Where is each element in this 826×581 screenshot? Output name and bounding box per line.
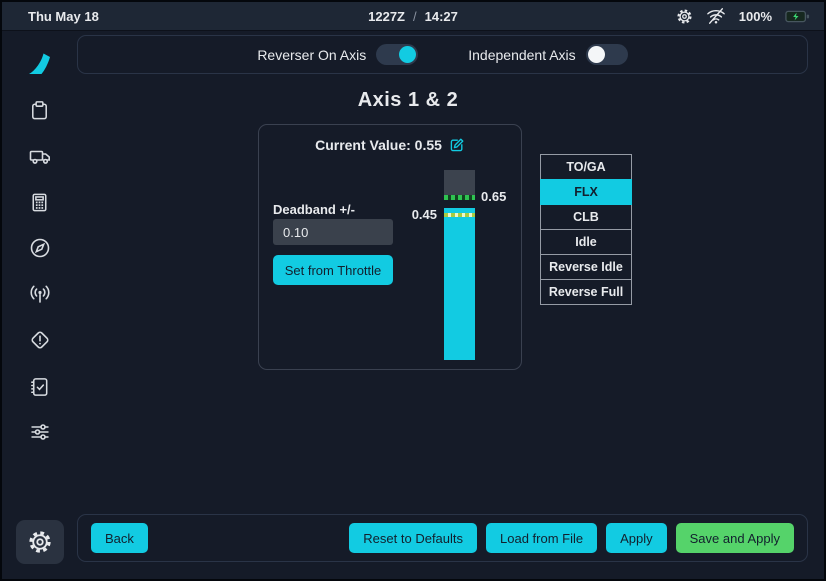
current-value: 0.55 <box>414 137 442 153</box>
lower-marker-value: 0.45 <box>411 207 437 222</box>
battery-percent: 100% <box>738 8 772 24</box>
save-and-apply-button[interactable]: Save and Apply <box>675 523 794 553</box>
detent-clb[interactable]: CLB <box>540 204 632 230</box>
deadband-input[interactable] <box>273 219 393 245</box>
action-bar: Back Reset to Defaults Load from File Ap… <box>77 514 808 562</box>
sidebar-item-performance[interactable] <box>28 179 51 225</box>
flybywire-logo[interactable] <box>27 41 53 87</box>
sidebar-item-checklists[interactable] <box>28 363 51 409</box>
upper-marker-value: 0.65 <box>481 189 507 204</box>
toggle-knob <box>399 46 417 63</box>
toggle-knob <box>587 46 605 63</box>
axis-options-bar: Reverser On Axis Independent Axis <box>77 35 808 74</box>
deadband-label: Deadband +/- <box>273 202 355 217</box>
lower-deadband-marker <box>444 213 475 217</box>
sidebar-nav <box>2 31 77 579</box>
settings-gear-button[interactable] <box>15 520 64 564</box>
sidebar-item-navigation[interactable] <box>28 225 52 271</box>
wifi-off-icon <box>706 7 726 25</box>
sidebar-item-atc[interactable] <box>28 271 52 317</box>
utc-time: 1227Z <box>368 8 405 24</box>
status-bar: Thu May 18 1227Z / 14:27 <box>2 2 824 31</box>
sidebar-item-failures[interactable] <box>28 317 52 363</box>
reverser-on-axis-toggle[interactable] <box>376 44 419 65</box>
detent-reverse-idle[interactable]: Reverse Idle <box>540 254 632 280</box>
upper-deadband-marker <box>444 195 475 200</box>
current-value-label: Current Value: 0.55 <box>315 137 442 153</box>
calibration-card: Current Value: 0.55 Deadband +/- Set fro… <box>258 124 522 370</box>
set-from-throttle-button[interactable]: Set from Throttle <box>273 255 393 285</box>
independent-axis-label: Independent Axis <box>468 46 576 63</box>
independent-axis-toggle[interactable] <box>585 44 628 65</box>
reset-to-defaults-button[interactable]: Reset to Defaults <box>349 523 478 553</box>
sidebar-item-ground[interactable] <box>28 133 52 179</box>
edit-icon[interactable] <box>449 137 465 153</box>
local-time: 14:27 <box>424 8 458 24</box>
gear-icon[interactable] <box>676 8 693 25</box>
detent-list: TO/GA FLX CLB Idle Reverse Idle Reverse … <box>540 154 632 305</box>
sidebar-item-settings-sliders[interactable] <box>28 409 52 455</box>
battery-charging-icon <box>785 10 810 23</box>
sidebar-item-dispatch[interactable] <box>28 87 51 133</box>
settings-gear-icon <box>27 529 53 555</box>
axis-bar-upper-zone <box>444 170 475 195</box>
time-separator: / <box>413 8 417 24</box>
axis-position-bar <box>444 170 475 360</box>
status-date: Thu May 18 <box>28 8 99 24</box>
back-button[interactable]: Back <box>91 523 148 553</box>
detent-flx[interactable]: FLX <box>540 179 632 205</box>
detent-reverse-full[interactable]: Reverse Full <box>540 279 632 305</box>
load-from-file-button[interactable]: Load from File <box>486 523 598 553</box>
page-title: Axis 1 & 2 <box>357 89 459 111</box>
detent-toga[interactable]: TO/GA <box>540 154 632 180</box>
axis-bar-fill <box>444 208 475 360</box>
reverser-on-axis-label: Reverser On Axis <box>257 46 367 63</box>
axis-bar-gap-zone <box>444 200 475 208</box>
status-clock: 1227Z / 14:27 <box>368 9 458 24</box>
apply-button[interactable]: Apply <box>606 523 667 553</box>
detent-idle[interactable]: Idle <box>540 229 632 255</box>
